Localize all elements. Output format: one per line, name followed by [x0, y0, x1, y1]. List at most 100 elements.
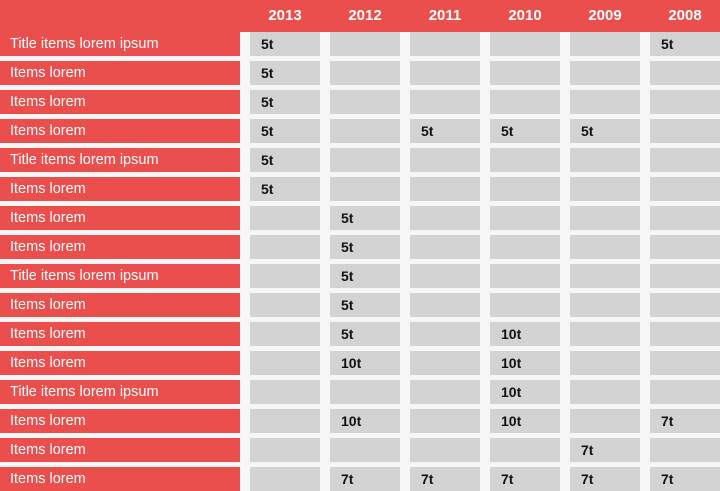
- row-label: Items lorem: [0, 351, 240, 375]
- table-cell: [650, 235, 720, 259]
- table-cell: [250, 409, 320, 433]
- table-cell: 5t: [650, 32, 720, 56]
- table-cell: 7t: [570, 438, 640, 462]
- table-cell: [490, 293, 560, 317]
- table-cell: 5t: [490, 119, 560, 143]
- table-cell: [410, 61, 480, 85]
- table-cell: [330, 148, 400, 172]
- table-cell: [570, 322, 640, 346]
- table-cell: [570, 148, 640, 172]
- row-label: Title items lorem ipsum: [0, 148, 240, 172]
- year-header-0: 2013: [268, 7, 302, 24]
- table-cell: [490, 206, 560, 230]
- row-label: Items lorem: [0, 235, 240, 259]
- table-cell: [410, 351, 480, 375]
- table-row: Title items lorem ipsum 5t: [0, 264, 720, 288]
- table-cell: 10t: [490, 380, 560, 404]
- table-cell: [410, 322, 480, 346]
- table-row: Items lorem 10t 10t 7t: [0, 409, 720, 433]
- table-cell: [570, 206, 640, 230]
- table-cell: [570, 177, 640, 201]
- table-cell: [410, 32, 480, 56]
- table-cell: 5t: [250, 119, 320, 143]
- table-cell: [490, 177, 560, 201]
- table-header: 2013 2012 2011 2010 2009 2008: [0, 0, 720, 32]
- table-row: Items lorem 5t: [0, 90, 720, 114]
- table-row: Items lorem 5t 5t 5t 5t: [0, 119, 720, 143]
- table-cell: [250, 264, 320, 288]
- table-cell: [250, 467, 320, 491]
- table-cell: 7t: [490, 467, 560, 491]
- table-row: Title items lorem ipsum 5t: [0, 148, 720, 172]
- row-label: Items lorem: [0, 61, 240, 85]
- row-label: Title items lorem ipsum: [0, 264, 240, 288]
- table-cell: [650, 177, 720, 201]
- table-cell: [330, 438, 400, 462]
- row-label: Items lorem: [0, 177, 240, 201]
- table-cell: [490, 61, 560, 85]
- table-cell: [570, 61, 640, 85]
- table-cell: [650, 90, 720, 114]
- row-label: Items lorem: [0, 438, 240, 462]
- table-cell: 10t: [490, 322, 560, 346]
- row-label: Items lorem: [0, 119, 240, 143]
- table-cell: 5t: [410, 119, 480, 143]
- year-header-1: 2012: [348, 7, 382, 24]
- table-cell: [410, 235, 480, 259]
- table-cell: [570, 32, 640, 56]
- table-cell: 10t: [330, 351, 400, 375]
- table-row: Items lorem 5t: [0, 293, 720, 317]
- table-cell: [410, 293, 480, 317]
- table-cell: 7t: [650, 467, 720, 491]
- table-cell: [490, 264, 560, 288]
- table-cell: [410, 177, 480, 201]
- table-cell: 10t: [490, 409, 560, 433]
- table-cell: [330, 32, 400, 56]
- year-header-2: 2011: [428, 7, 462, 24]
- table-cell: [330, 61, 400, 85]
- table-cell: 5t: [250, 148, 320, 172]
- table-cell: [250, 438, 320, 462]
- table-row: Items lorem 5t: [0, 177, 720, 201]
- table-cell: [410, 264, 480, 288]
- table-cell: 5t: [250, 177, 320, 201]
- table-row: Items lorem 5t 10t: [0, 322, 720, 346]
- table-cell: 5t: [250, 61, 320, 85]
- table-cell: 10t: [330, 409, 400, 433]
- table-row: Title items lorem ipsum 5t 5t: [0, 32, 720, 56]
- table-cell: [250, 351, 320, 375]
- table-cell: [650, 119, 720, 143]
- table-row: Items lorem 7t: [0, 438, 720, 462]
- table-cell: [410, 409, 480, 433]
- row-label: Items lorem: [0, 409, 240, 433]
- table-cell: [490, 90, 560, 114]
- table-cell: [250, 235, 320, 259]
- table-cell: [570, 409, 640, 433]
- table-cell: [410, 206, 480, 230]
- table-cell: 5t: [330, 322, 400, 346]
- table-cell: [650, 293, 720, 317]
- table-cell: 5t: [330, 264, 400, 288]
- table-cell: [570, 264, 640, 288]
- table-cell: [650, 148, 720, 172]
- table-cell: [570, 351, 640, 375]
- row-label: Items lorem: [0, 467, 240, 491]
- table-cell: [570, 293, 640, 317]
- table-row: Items lorem 7t 7t 7t 7t 7t: [0, 467, 720, 491]
- table-cell: 7t: [330, 467, 400, 491]
- row-label: Items lorem: [0, 206, 240, 230]
- table-cell: [570, 235, 640, 259]
- table-cell: [490, 438, 560, 462]
- table-cell: [650, 206, 720, 230]
- table-row: Items lorem 5t: [0, 61, 720, 85]
- table-cell: 5t: [330, 293, 400, 317]
- table-cell: [250, 293, 320, 317]
- table-row: Items lorem 5t: [0, 206, 720, 230]
- year-header-4: 2009: [588, 7, 622, 24]
- row-label: Items lorem: [0, 322, 240, 346]
- table-cell: 10t: [490, 351, 560, 375]
- table-cell: 5t: [330, 206, 400, 230]
- table-cell: [410, 90, 480, 114]
- table-cell: [650, 351, 720, 375]
- table-cell: 5t: [250, 32, 320, 56]
